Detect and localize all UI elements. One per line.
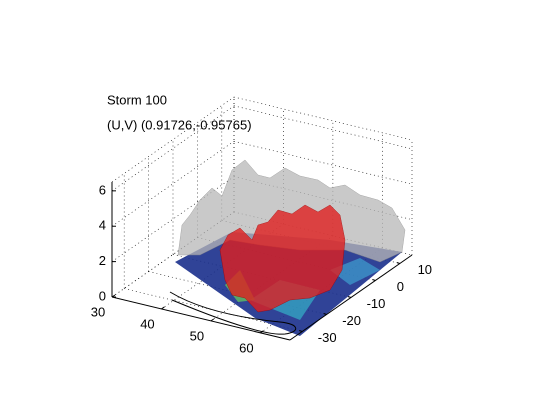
floor-slice-spot bbox=[330, 258, 380, 285]
grid-line bbox=[210, 235, 334, 322]
trajectory bbox=[169, 291, 297, 335]
z-tick-label: 6 bbox=[99, 182, 106, 197]
x-tick bbox=[161, 306, 165, 310]
red-isosurface bbox=[219, 204, 346, 313]
y-tick bbox=[372, 279, 376, 281]
y-tick-label: -10 bbox=[367, 296, 386, 311]
grid-line bbox=[233, 105, 413, 150]
y-tick bbox=[299, 330, 303, 332]
box-edge bbox=[111, 96, 235, 183]
y-tick-label: -30 bbox=[318, 330, 337, 345]
grid-line bbox=[111, 211, 235, 298]
y-tick bbox=[347, 296, 352, 298]
z-tick-label: 0 bbox=[99, 288, 106, 303]
grid-line bbox=[111, 140, 235, 227]
z-tick-label: 2 bbox=[99, 253, 106, 268]
y-tick bbox=[396, 262, 400, 264]
y-tick-label: 10 bbox=[418, 262, 432, 277]
grid-line bbox=[111, 105, 235, 192]
x-tick-label: 40 bbox=[140, 316, 154, 331]
y-tick-label: -20 bbox=[342, 313, 361, 328]
grid-line bbox=[233, 140, 413, 185]
axes: 30 40 50 60 -30 -20 -10 0 10 0 2 4 6 bbox=[91, 182, 432, 355]
y-tick bbox=[323, 313, 327, 315]
z-tick-label: 4 bbox=[99, 218, 106, 233]
isosurfaces bbox=[169, 159, 406, 336]
x-tick bbox=[260, 330, 264, 334]
chart-subtitle: (U,V) (0.91726,-0.95765) bbox=[107, 117, 252, 132]
x-tick-label: 50 bbox=[190, 328, 204, 343]
chart-title: Storm 100 bbox=[107, 92, 167, 107]
x-tick-label: 30 bbox=[91, 304, 105, 319]
box-edge bbox=[233, 96, 413, 141]
x-tick-label: 60 bbox=[239, 340, 253, 355]
x-tick bbox=[210, 318, 215, 322]
y-tick-label: 0 bbox=[397, 279, 404, 294]
grid-line bbox=[111, 176, 235, 262]
grid-line bbox=[161, 223, 284, 310]
